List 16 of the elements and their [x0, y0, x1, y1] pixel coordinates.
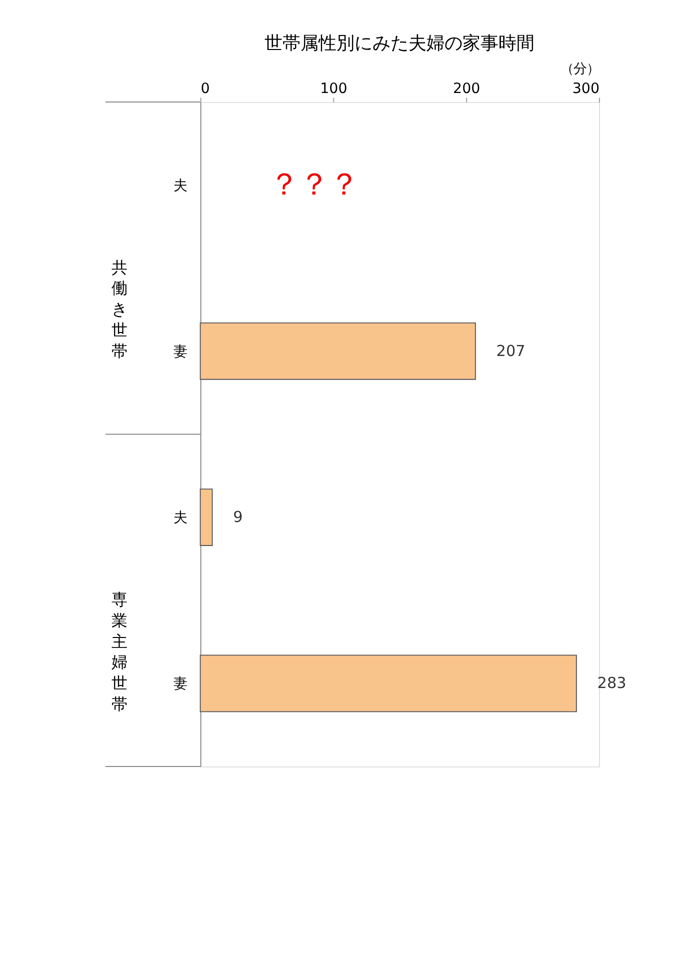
x-tick-label: 200: [453, 80, 480, 97]
y-tick-label: 妻: [173, 676, 188, 692]
x-tick-label: 100: [320, 80, 348, 97]
x-axis-title: （分）: [560, 62, 600, 78]
annotation: ？？？: [269, 168, 360, 203]
chart-title: 世帯属性別にみた夫婦の家事時間: [264, 32, 535, 54]
text: 共働き世帯: [112, 258, 128, 360]
x-tick-label: 300: [572, 80, 600, 97]
data-label: 207: [496, 342, 526, 360]
y-tick-label: 夫: [173, 178, 188, 194]
text: 専業主婦世帯: [112, 590, 128, 714]
data-label: 283: [597, 674, 626, 692]
data-label: 9: [233, 508, 243, 526]
y-tick-label: 妻: [173, 344, 188, 360]
x-tick-label: 0: [200, 80, 210, 97]
y-tick-label: 夫: [173, 510, 188, 526]
